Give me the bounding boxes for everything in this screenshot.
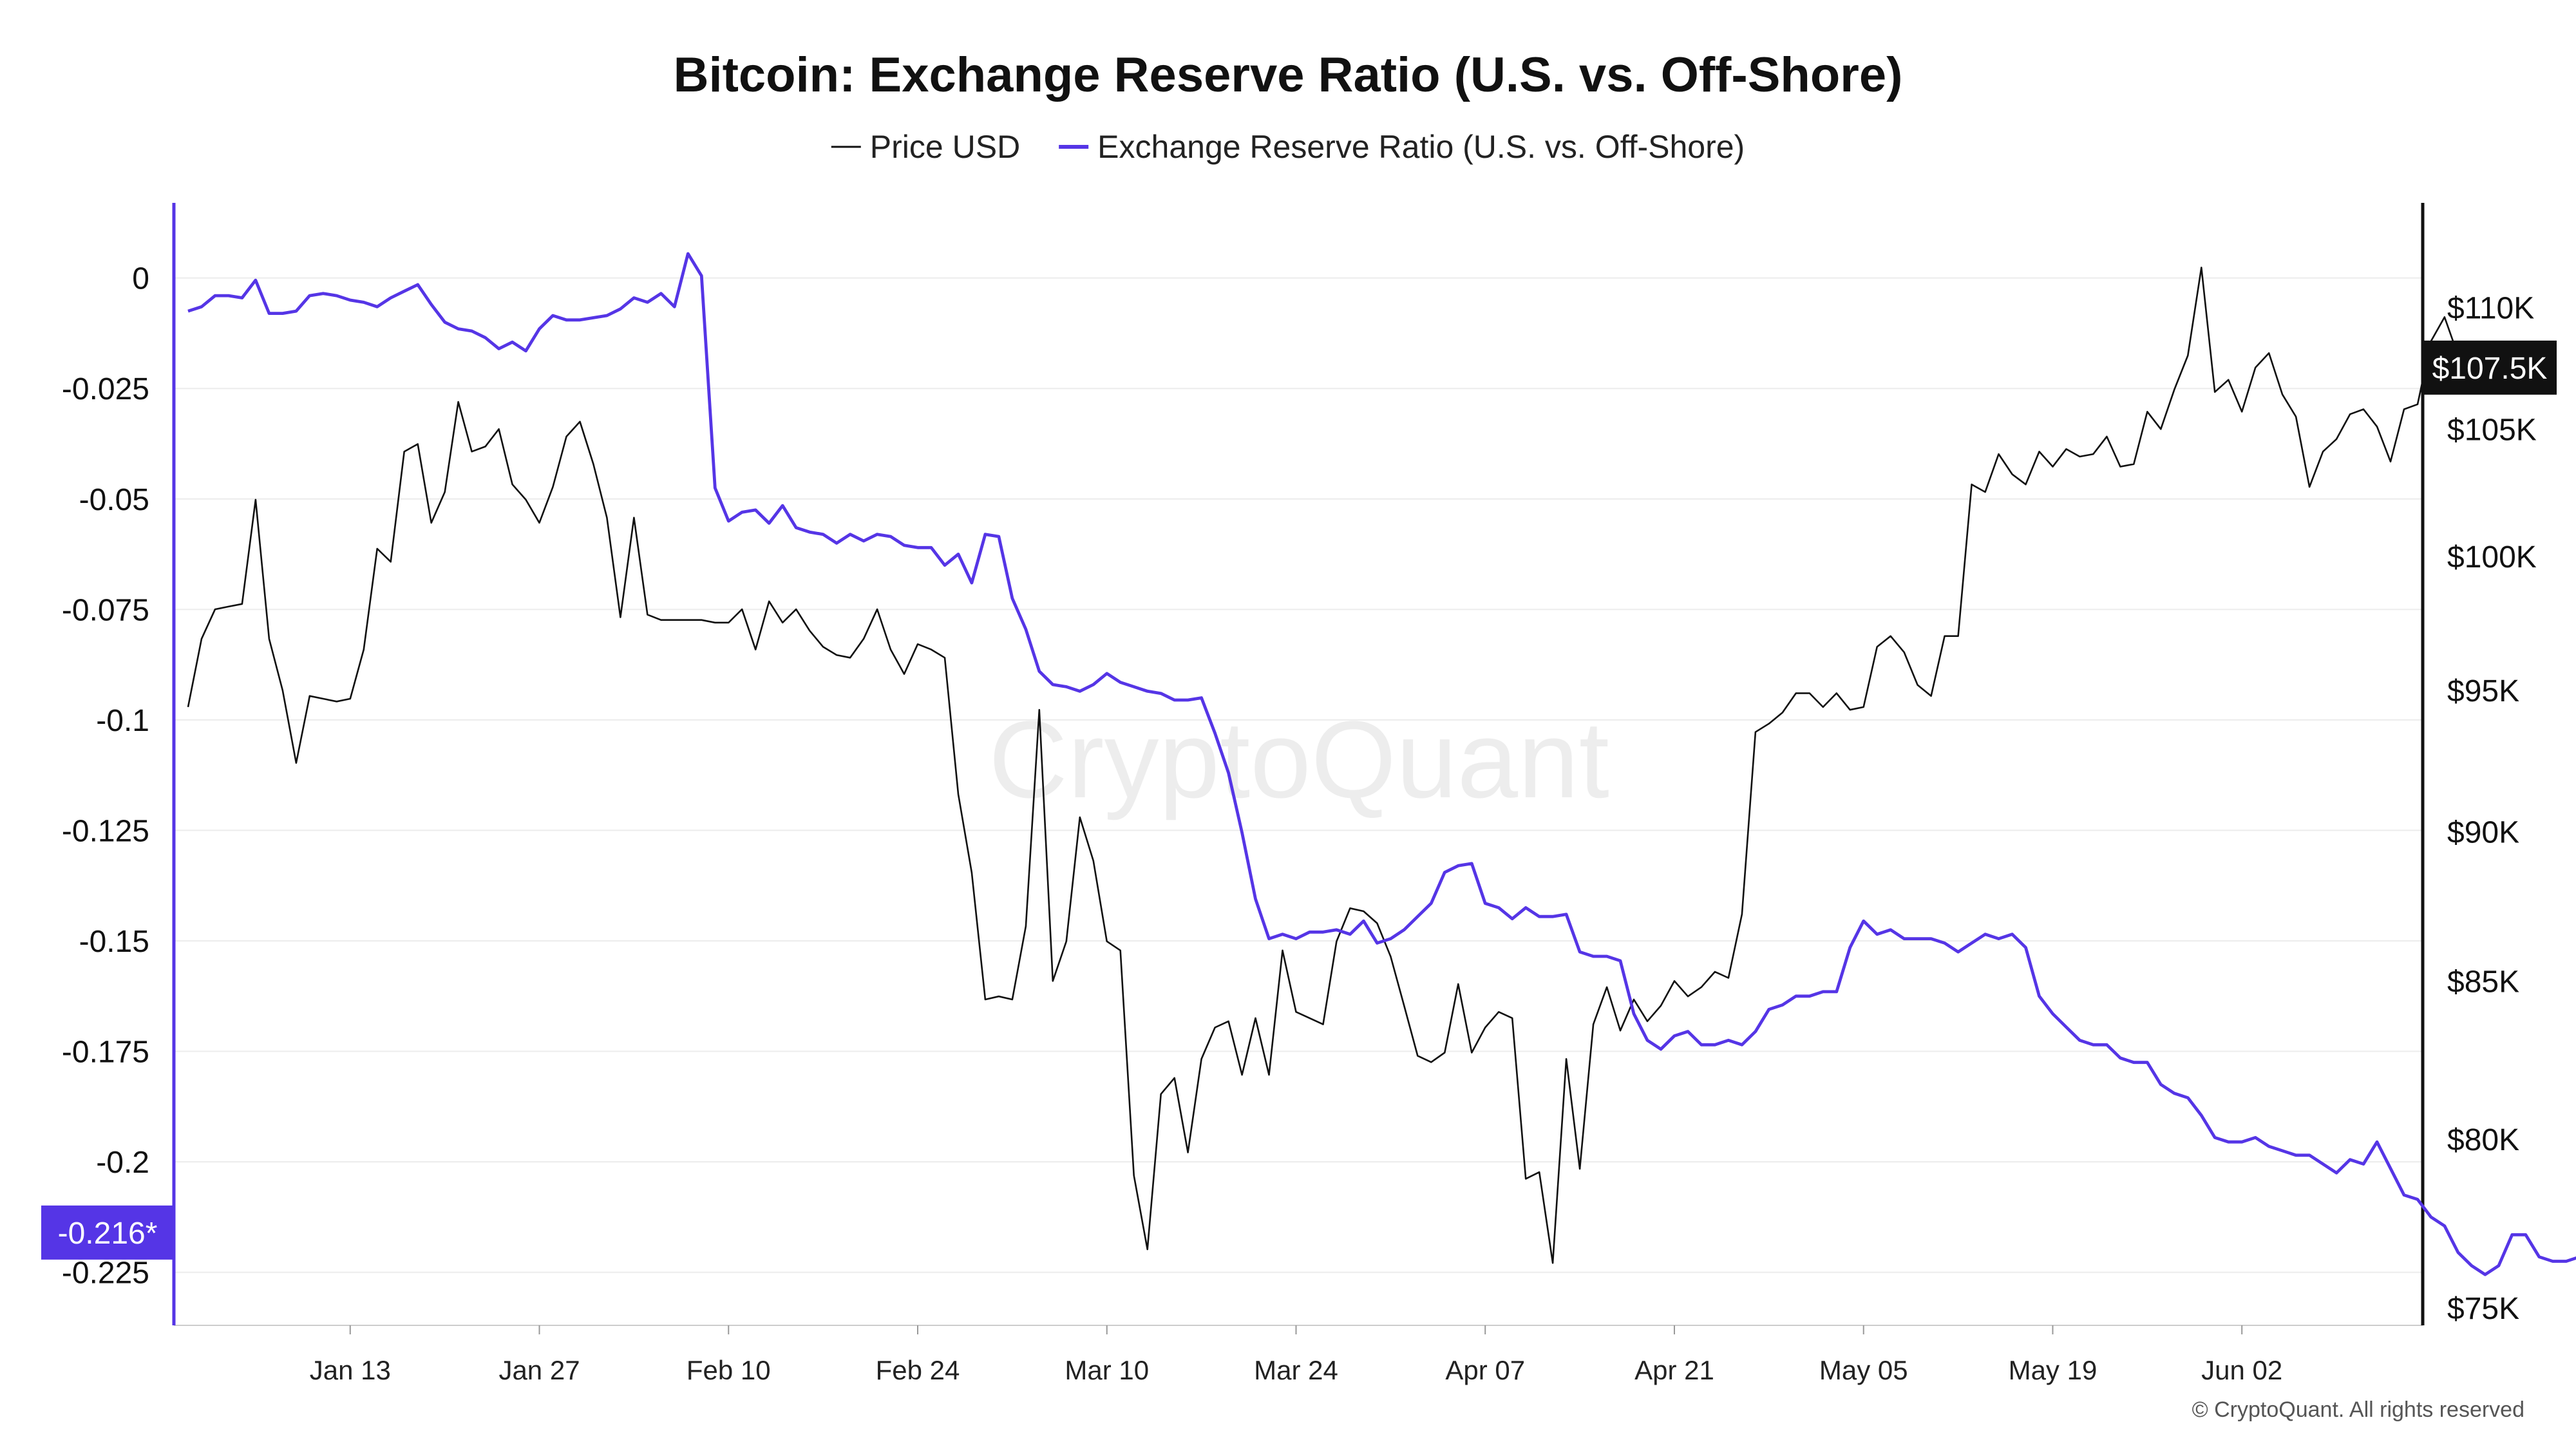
left-tick-label: -0.125 [62,814,149,848]
x-tick-label: Mar 24 [1254,1355,1338,1385]
right-current-value: $107.5K [2432,352,2548,386]
copyright-text: © CryptoQuant. All rights reserved [2192,1397,2524,1422]
series-lines [187,252,2576,1276]
x-tick-label: Mar 10 [1065,1355,1149,1385]
left-tick-label: -0.15 [79,925,149,959]
left-tick-label: 0 [132,262,149,296]
x-tick-label: May 05 [1819,1355,1908,1385]
x-tick-label: Apr 21 [1634,1355,1714,1385]
x-tick-label: Feb 24 [876,1355,960,1385]
exchange-reserve-ratio-line [187,252,2576,1276]
x-tick-label: Feb 10 [687,1355,771,1385]
price-usd-line [187,267,2473,1264]
x-tick-label: May 19 [2009,1355,2098,1385]
right-tick-label: $90K [2447,815,2519,849]
current-value-badges: -0.216* $107.5K [41,340,2557,1260]
x-tick-label: Jan 27 [498,1355,580,1385]
left-current-badge [41,1205,174,1260]
x-axis-ticks: Jan 13 Jan 27 Feb 10 Feb 24 Mar 10 Mar 24 Apr … [310,1325,2282,1385]
right-tick-label: $100K [2447,540,2537,574]
x-tick-label: Apr 07 [1445,1355,1525,1385]
right-tick-label: $110K [2447,292,2534,326]
left-axis-ticks: 0 -0.025 -0.05 -0.075 -0.1 -0.125 -0.15 -0.175 -… [62,262,149,1291]
watermark: CryptoQuant [989,699,1609,821]
chart-title: Bitcoin: Exchange Reserve Ratio (U.S. vs… [674,48,1903,102]
right-tick-label: $85K [2447,965,2519,999]
x-tick-label: Jun 02 [2201,1355,2282,1385]
left-current-value: -0.216* [58,1217,158,1251]
legend-label: Exchange Reserve Ratio (U.S. vs. Off-Sho… [1097,129,1745,165]
legend-label: Price USD [870,129,1020,165]
right-current-badge [2423,340,2557,395]
right-tick-label: $75K [2447,1292,2519,1326]
left-tick-label: -0.175 [62,1036,149,1070]
right-tick-label: $105K [2447,413,2537,447]
legend[interactable]: Price USD Exchange Reserve Ratio (U.S. vs… [831,129,1745,165]
right-tick-label: $80K [2447,1123,2519,1157]
right-tick-label: $95K [2447,674,2519,708]
left-tick-label: -0.025 [62,372,149,406]
right-axis-ticks: $75K $80K $85K $90K $95K $100K $105K $110K [2447,292,2537,1326]
left-tick-label: -0.2 [96,1146,149,1180]
left-tick-label: -0.05 [79,483,149,517]
x-tick-label: Jan 13 [310,1355,391,1385]
left-tick-label: -0.1 [96,704,149,738]
left-tick-label: -0.075 [62,593,149,627]
left-tick-label: -0.225 [62,1256,149,1291]
